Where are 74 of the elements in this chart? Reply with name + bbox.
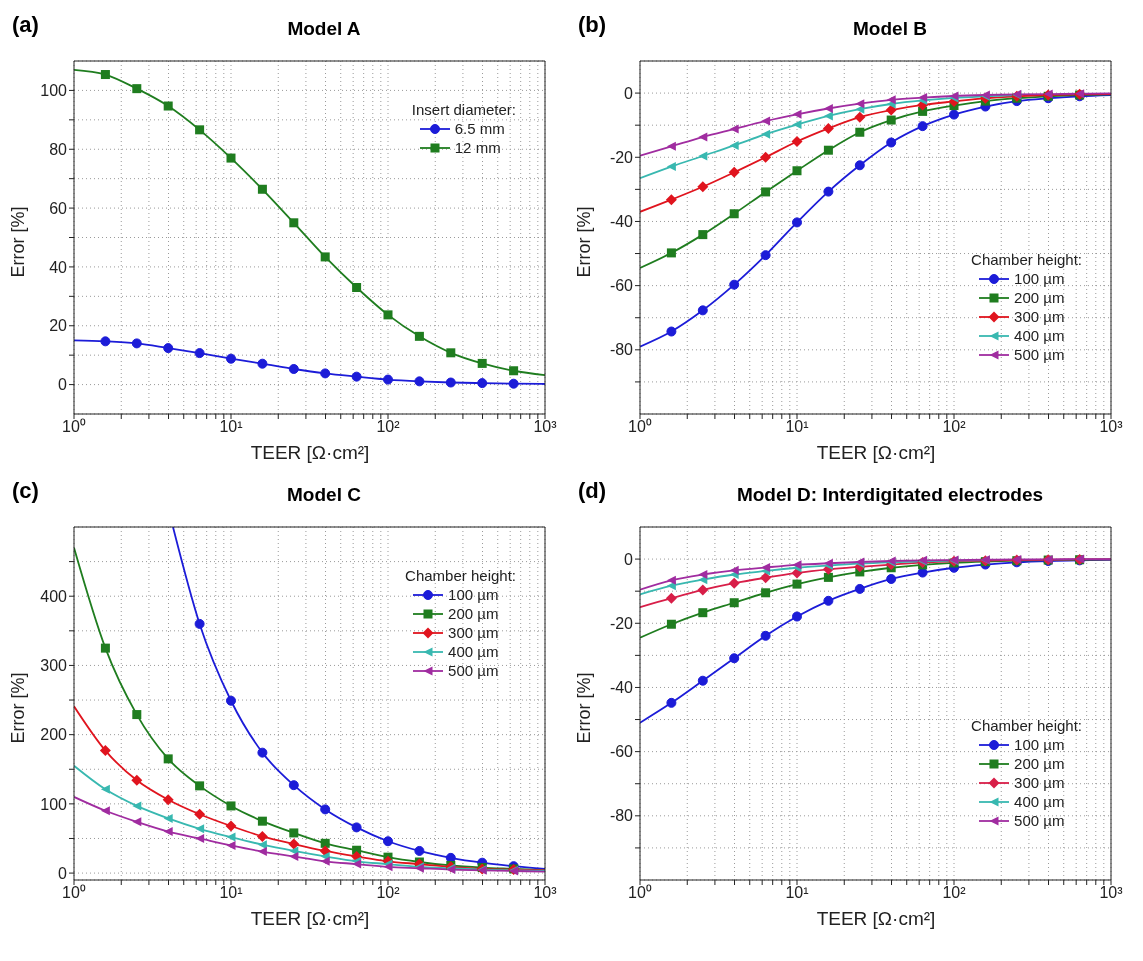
x-tick-label: 10²	[942, 884, 967, 902]
y-tick-label: 0	[58, 864, 68, 882]
legend-title: Chamber height:	[971, 716, 1082, 735]
y-tick-label: -20	[609, 614, 634, 632]
y-axis-title: Error [%]	[8, 672, 29, 744]
y-tick-label: 100	[40, 82, 68, 100]
x-tick-label: 10¹	[785, 884, 809, 902]
y-tick-label: 100	[40, 795, 68, 813]
legend-label: 300 µm	[1014, 307, 1065, 326]
y-axis-title: Error [%]	[574, 206, 595, 278]
y-tick-label: -60	[609, 277, 634, 295]
y-tick-label: 400	[40, 587, 68, 605]
y-tick-label: 40	[49, 258, 68, 276]
y-tick-label: -40	[609, 213, 634, 231]
text: (c)	[12, 478, 39, 504]
chart-title: Model C	[286, 484, 362, 506]
x-tick-label: 10³	[533, 418, 558, 436]
chart-title: Model A	[286, 18, 362, 40]
x-tick-label: 10³	[1099, 418, 1124, 436]
legend-label: 100 µm	[448, 585, 499, 604]
x-tick-label: 10¹	[219, 884, 243, 902]
y-tick-label: -20	[609, 148, 634, 166]
y-tick-label: -80	[609, 341, 634, 359]
legend-title: Insert diameter:	[411, 100, 516, 119]
legend-title: Chamber height:	[971, 250, 1082, 269]
legend-label: 500 µm	[448, 661, 499, 680]
legend-label: 6.5 mm	[454, 119, 505, 138]
text: (d)	[578, 478, 607, 504]
text: (a)	[12, 12, 39, 38]
y-tick-label: 0	[624, 84, 634, 102]
x-tick-label: 10³	[1099, 884, 1124, 902]
y-tick-label: 80	[49, 140, 68, 158]
y-axis-title: Error [%]	[8, 206, 29, 278]
x-axis-title: TEER [Ω·cm²]	[815, 442, 937, 464]
legend-label: 500 µm	[1014, 345, 1065, 364]
legend-label: 500 µm	[1014, 811, 1065, 830]
legend-label: 300 µm	[1014, 773, 1065, 792]
legend-label: 400 µm	[1014, 792, 1065, 811]
x-tick-label: 10²	[376, 418, 401, 436]
y-tick-label: -60	[609, 743, 634, 761]
legend-label: 300 µm	[448, 623, 499, 642]
x-tick-label: 10⁰	[628, 418, 652, 436]
legend-label: 200 µm	[1014, 754, 1065, 773]
text: (b)	[578, 12, 607, 38]
y-tick-label: 20	[49, 317, 68, 335]
x-tick-label: 10¹	[219, 418, 243, 436]
x-axis-title: TEER [Ω·cm²]	[249, 908, 371, 930]
legend-label: 200 µm	[1014, 288, 1065, 307]
x-tick-label: 10⁰	[62, 884, 86, 902]
y-tick-label: -80	[609, 807, 634, 825]
x-tick-label: 10¹	[785, 418, 809, 436]
legend-label: 100 µm	[1014, 735, 1065, 754]
x-tick-label: 10⁰	[62, 418, 86, 436]
legend-label: 100 µm	[1014, 269, 1065, 288]
y-tick-label: 60	[49, 199, 68, 217]
y-tick-label: 300	[40, 657, 68, 675]
x-tick-label: 10⁰	[628, 884, 652, 902]
x-tick-label: 10³	[533, 884, 558, 902]
legend-title: Chamber height:	[405, 566, 516, 585]
legend-label: 12 mm	[454, 138, 501, 157]
y-tick-label: -40	[609, 679, 634, 697]
y-tick-label: 0	[58, 376, 68, 394]
x-tick-label: 10²	[942, 418, 967, 436]
y-tick-label: 0	[624, 550, 634, 568]
legend-label: 200 µm	[448, 604, 499, 623]
x-axis-title: TEER [Ω·cm²]	[815, 908, 937, 930]
legend-label: 400 µm	[448, 642, 499, 661]
legend-label: 400 µm	[1014, 326, 1065, 345]
chart-title: Model B	[852, 18, 928, 40]
chart-title: Model D: Interdigitated electrodes	[735, 484, 1045, 506]
x-tick-label: 10²	[376, 884, 401, 902]
y-tick-label: 200	[40, 726, 68, 744]
x-axis-title: TEER [Ω·cm²]	[249, 442, 371, 464]
y-axis-title: Error [%]	[574, 672, 595, 744]
